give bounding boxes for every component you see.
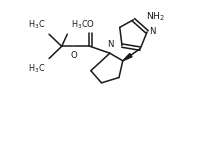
Text: H$_3$C: H$_3$C bbox=[28, 18, 45, 31]
Text: NH$_2$: NH$_2$ bbox=[145, 10, 164, 23]
Text: H$_3$C: H$_3$C bbox=[28, 62, 45, 74]
Text: O: O bbox=[70, 51, 77, 60]
Text: N: N bbox=[106, 40, 113, 49]
Polygon shape bbox=[122, 54, 131, 61]
Text: O: O bbox=[86, 20, 93, 29]
Text: N: N bbox=[149, 27, 155, 36]
Text: H$_3$C: H$_3$C bbox=[70, 18, 88, 31]
